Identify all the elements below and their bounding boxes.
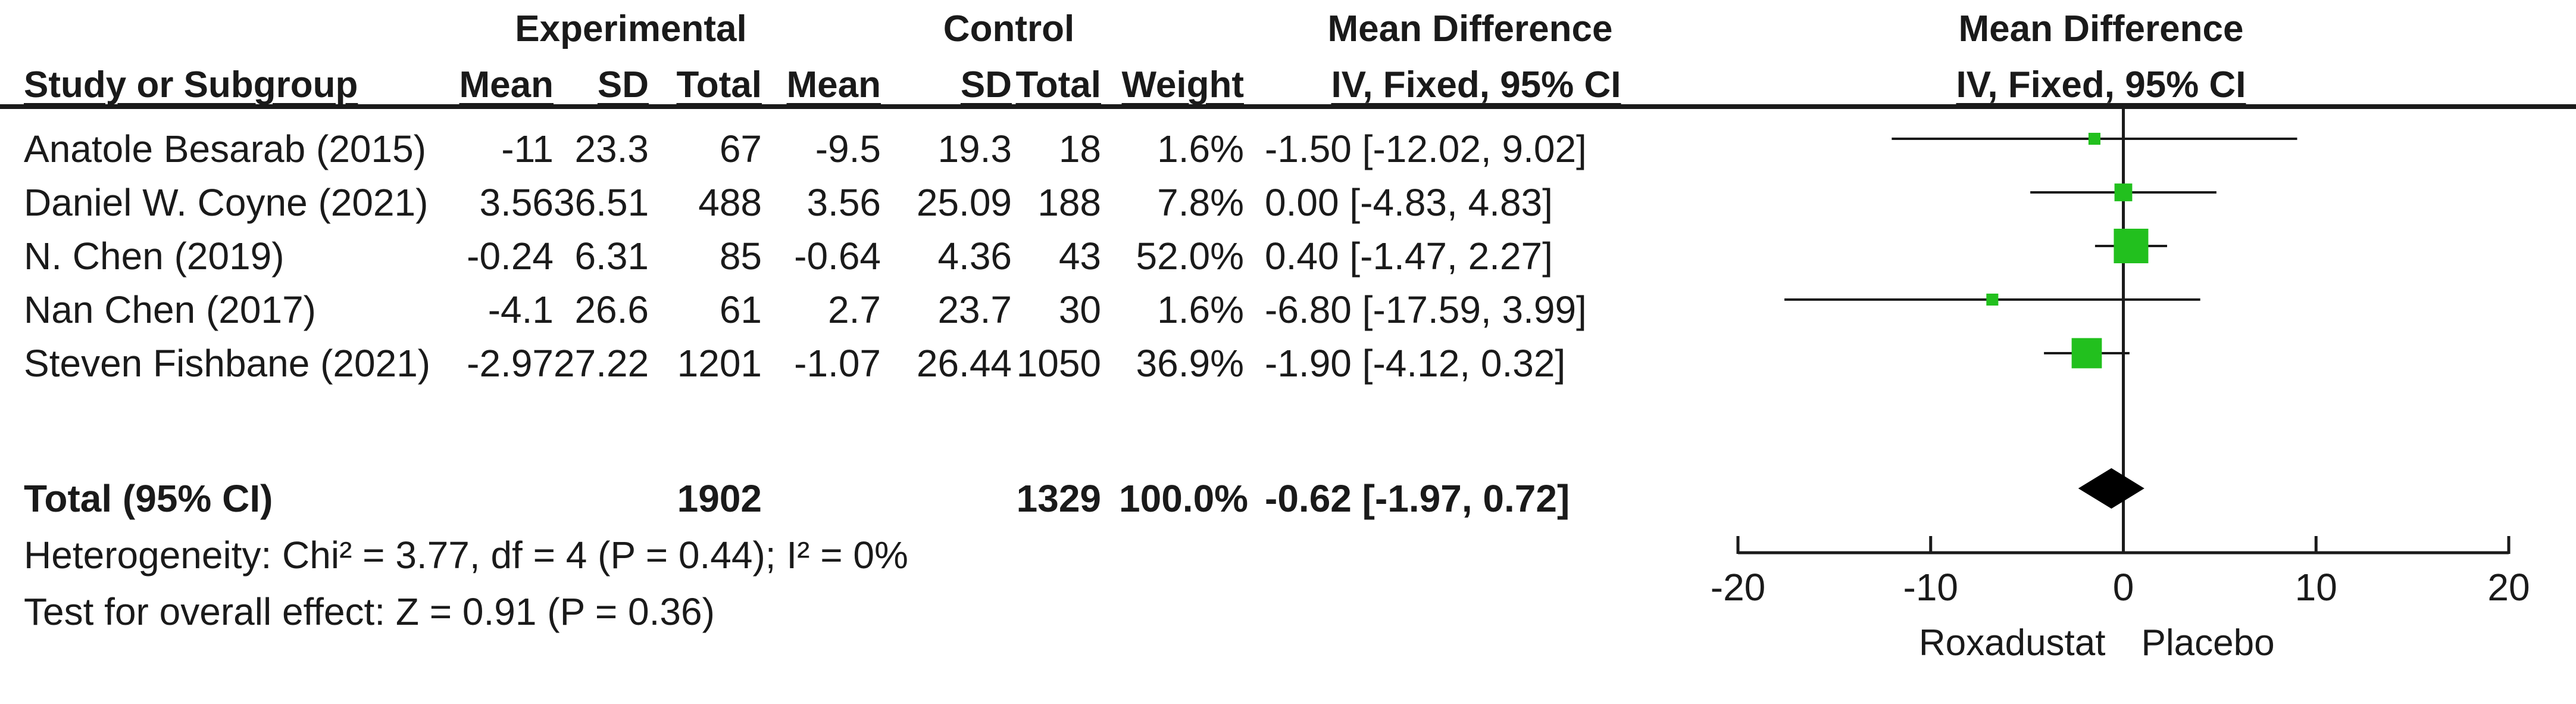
study-name: Steven Fishbane (2021) — [24, 342, 431, 385]
header-total-experimental: Total — [676, 64, 762, 105]
total-experimental: 61 — [719, 288, 762, 331]
header-study: Study or Subgroup — [24, 64, 358, 105]
mean-control: -9.5 — [815, 127, 881, 170]
sd-experimental: 27.22 — [554, 342, 649, 385]
sd-experimental: 23.3 — [574, 127, 649, 170]
ci-text: -1.90 [-4.12, 0.32] — [1265, 342, 1566, 385]
effect-marker — [2071, 338, 2102, 369]
study-name: Daniel W. Coyne (2021) — [24, 181, 429, 224]
mean-control: -0.64 — [794, 235, 881, 278]
total-experimental: 1201 — [677, 342, 762, 385]
x-tick-label: 20 — [2487, 566, 2530, 609]
header-plot-mean-difference: Mean Difference — [1958, 8, 2244, 49]
header-total-control: Total — [1015, 64, 1102, 105]
mean-control: 3.56 — [806, 181, 881, 224]
study-name: Nan Chen (2017) — [24, 288, 316, 331]
header-mean-experimental: Mean — [459, 64, 554, 105]
mean-control: 2.7 — [828, 288, 881, 331]
header-sd-control: SD — [960, 64, 1012, 105]
weight: 52.0% — [1136, 235, 1244, 278]
ci-text: 0.40 [-1.47, 2.27] — [1265, 235, 1553, 278]
total-experimental: 488 — [698, 181, 762, 224]
effect-marker — [2114, 183, 2133, 201]
mean-experimental: 3.56 — [479, 181, 554, 224]
total-ci-text: -0.62 [-1.97, 0.72] — [1265, 477, 1570, 520]
study-name: Anatole Besarab (2015) — [24, 127, 426, 170]
x-tick-label: 10 — [2295, 566, 2337, 609]
x-tick-label: -10 — [1903, 566, 1959, 609]
mean-experimental: -0.24 — [467, 235, 554, 278]
total-experimental: 67 — [719, 127, 762, 170]
favours-left-label: Roxadustat — [1919, 622, 2106, 663]
total-experimental: 85 — [719, 235, 762, 278]
total-control: 188 — [1037, 181, 1101, 224]
sd-experimental: 26.6 — [574, 288, 649, 331]
total-control: 1050 — [1016, 342, 1101, 385]
overall-effect-text: Test for overall effect: Z = 0.91 (P = 0… — [24, 590, 715, 633]
total-control: 30 — [1058, 288, 1101, 331]
summary-diamond — [2078, 468, 2144, 509]
mean-experimental: -4.1 — [487, 288, 554, 331]
total-weight: 100.0% — [1119, 477, 1249, 520]
ci-text: -6.80 [-17.59, 3.99] — [1265, 288, 1587, 331]
mean-experimental: -11 — [501, 127, 554, 170]
header-control: Control — [943, 8, 1075, 49]
header-weight: Weight — [1121, 64, 1245, 105]
header-rule — [0, 104, 2576, 109]
mean-experimental: -2.97 — [467, 342, 554, 385]
sd-control: 4.36 — [937, 235, 1012, 278]
total-control: 43 — [1058, 235, 1101, 278]
sd-control: 26.44 — [916, 342, 1012, 385]
header-sd-experimental: SD — [597, 64, 649, 105]
effect-marker — [2114, 229, 2149, 263]
ci-text: 0.00 [-4.83, 4.83] — [1265, 181, 1553, 224]
total-label: Total (95% CI) — [24, 477, 273, 520]
header-plot-method: IV, Fixed, 95% CI — [1956, 64, 2246, 105]
header-mean-difference: Mean Difference — [1327, 8, 1613, 49]
weight: 7.8% — [1157, 181, 1244, 224]
total-control: 18 — [1058, 127, 1101, 170]
weight: 36.9% — [1136, 342, 1244, 385]
total-control: 1329 — [1016, 477, 1101, 520]
weight: 1.6% — [1157, 288, 1244, 331]
favours-right-label: Placebo — [2142, 622, 2275, 663]
effect-marker — [1986, 293, 1999, 306]
header-mean-control: Mean — [786, 64, 881, 105]
mean-control: -1.07 — [794, 342, 881, 385]
effect-marker — [2088, 132, 2100, 145]
sd-control: 25.09 — [916, 181, 1012, 224]
header-ci-method: IV, Fixed, 95% CI — [1331, 64, 1621, 105]
study-name: N. Chen (2019) — [24, 235, 285, 278]
header-experimental: Experimental — [515, 8, 747, 49]
sd-experimental: 36.51 — [554, 181, 649, 224]
weight: 1.6% — [1157, 127, 1244, 170]
heterogeneity-text: Heterogeneity: Chi² = 3.77, df = 4 (P = … — [24, 534, 908, 577]
sd-control: 19.3 — [937, 127, 1012, 170]
x-tick-label: -20 — [1711, 566, 1766, 609]
x-tick-label: 0 — [2113, 566, 2134, 609]
sd-experimental: 6.31 — [574, 235, 649, 278]
ci-text: -1.50 [-12.02, 9.02] — [1265, 127, 1587, 170]
sd-control: 23.7 — [937, 288, 1012, 331]
total-experimental: 1902 — [677, 477, 762, 520]
